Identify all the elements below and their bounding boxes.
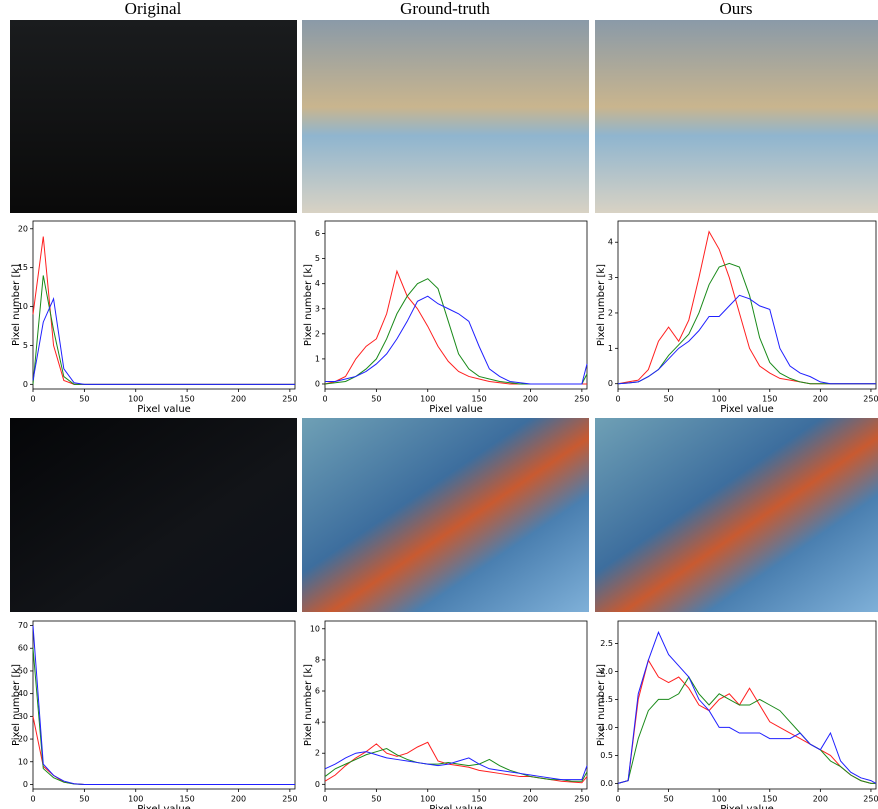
x-tick-label: 0 <box>615 795 620 804</box>
x-tick-label: 100 <box>712 795 727 804</box>
x-tick-label: 250 <box>574 795 589 804</box>
photo <box>595 418 878 612</box>
column-title: Ground-truth <box>400 0 490 18</box>
y-tick-label: 6 <box>315 229 320 238</box>
x-tick-label: 200 <box>523 395 538 404</box>
x-tick-label: 200 <box>813 395 828 404</box>
y-tick-label: 10 <box>310 624 320 633</box>
y-tick-label: 0 <box>23 780 28 789</box>
x-tick-label: 50 <box>663 395 673 404</box>
x-axis-label: Pixel value <box>720 404 774 415</box>
y-tick-label: 2.5 <box>600 639 613 648</box>
x-tick-label: 100 <box>128 395 143 404</box>
y-tick-label: 5 <box>315 254 320 263</box>
y-tick-label: 60 <box>18 644 28 653</box>
x-tick-label: 0 <box>322 795 327 804</box>
x-tick-label: 150 <box>762 795 777 804</box>
x-tick-label: 50 <box>663 795 673 804</box>
y-tick-label: 4 <box>608 238 613 247</box>
y-tick-label: 20 <box>18 224 28 233</box>
x-tick-label: 0 <box>615 395 620 404</box>
y-tick-label: 10 <box>18 757 28 766</box>
x-axis-label: Pixel value <box>137 804 191 809</box>
x-tick-label: 50 <box>79 795 89 804</box>
column-title: Original <box>125 0 182 18</box>
y-tick-label: 3 <box>608 273 613 282</box>
photo <box>10 20 297 213</box>
plot-frame <box>325 221 587 389</box>
y-tick-label: 0.0 <box>600 779 613 788</box>
figure: Original Ground-truth Ours 0501001502002… <box>0 0 878 809</box>
y-axis-label: Pixel number [k] <box>596 264 607 346</box>
x-tick-label: 250 <box>863 795 878 804</box>
y-axis-label: Pixel number [k] <box>303 664 314 746</box>
x-tick-label: 50 <box>371 795 381 804</box>
x-tick-label: 100 <box>712 395 727 404</box>
y-axis-label: Pixel number [k] <box>11 264 22 346</box>
photo <box>302 418 589 612</box>
x-tick-label: 150 <box>179 395 194 404</box>
x-tick-label: 100 <box>128 795 143 804</box>
photo <box>302 20 589 213</box>
y-tick-label: 1 <box>608 344 613 353</box>
x-axis-label: Pixel value <box>429 804 483 809</box>
y-tick-label: 5 <box>23 341 28 350</box>
x-tick-label: 200 <box>231 395 246 404</box>
x-tick-label: 0 <box>30 395 35 404</box>
y-tick-label: 4 <box>315 718 320 727</box>
y-tick-label: 0.5 <box>600 751 613 760</box>
y-axis-label: Pixel number [k] <box>303 264 314 346</box>
x-tick-label: 150 <box>762 395 777 404</box>
y-tick-label: 0 <box>315 780 320 789</box>
x-tick-label: 250 <box>574 395 589 404</box>
x-tick-label: 150 <box>471 795 486 804</box>
y-tick-label: 2 <box>608 308 613 317</box>
x-tick-label: 250 <box>863 395 878 404</box>
x-tick-label: 150 <box>179 795 194 804</box>
y-tick-label: 2 <box>315 749 320 758</box>
y-tick-label: 3 <box>315 304 320 313</box>
x-tick-label: 250 <box>282 795 297 804</box>
y-tick-label: 2 <box>315 329 320 338</box>
x-tick-label: 150 <box>471 395 486 404</box>
photo <box>595 20 878 213</box>
y-tick-label: 70 <box>18 621 28 630</box>
y-tick-label: 8 <box>315 655 320 664</box>
y-tick-label: 0 <box>23 380 28 389</box>
y-tick-label: 4 <box>315 279 320 288</box>
x-tick-label: 200 <box>231 795 246 804</box>
x-tick-label: 100 <box>420 395 435 404</box>
x-tick-label: 0 <box>322 395 327 404</box>
plot-frame <box>33 221 295 389</box>
x-tick-label: 0 <box>30 795 35 804</box>
y-tick-label: 0 <box>608 379 613 388</box>
y-tick-label: 6 <box>315 687 320 696</box>
x-tick-label: 250 <box>282 395 297 404</box>
plot-frame <box>618 221 876 389</box>
y-tick-label: 1 <box>315 354 320 363</box>
y-axis-label: Pixel number [k] <box>11 664 22 746</box>
plot-frame <box>33 621 295 789</box>
y-tick-label: 0 <box>315 379 320 388</box>
x-tick-label: 50 <box>371 395 381 404</box>
x-tick-label: 200 <box>523 795 538 804</box>
x-axis-label: Pixel value <box>720 804 774 809</box>
photo <box>10 418 297 612</box>
column-title: Ours <box>719 0 752 18</box>
x-tick-label: 200 <box>813 795 828 804</box>
x-tick-label: 50 <box>79 395 89 404</box>
x-axis-label: Pixel value <box>429 404 483 415</box>
x-axis-label: Pixel value <box>137 404 191 415</box>
y-axis-label: Pixel number [k] <box>596 664 607 746</box>
x-tick-label: 100 <box>420 795 435 804</box>
